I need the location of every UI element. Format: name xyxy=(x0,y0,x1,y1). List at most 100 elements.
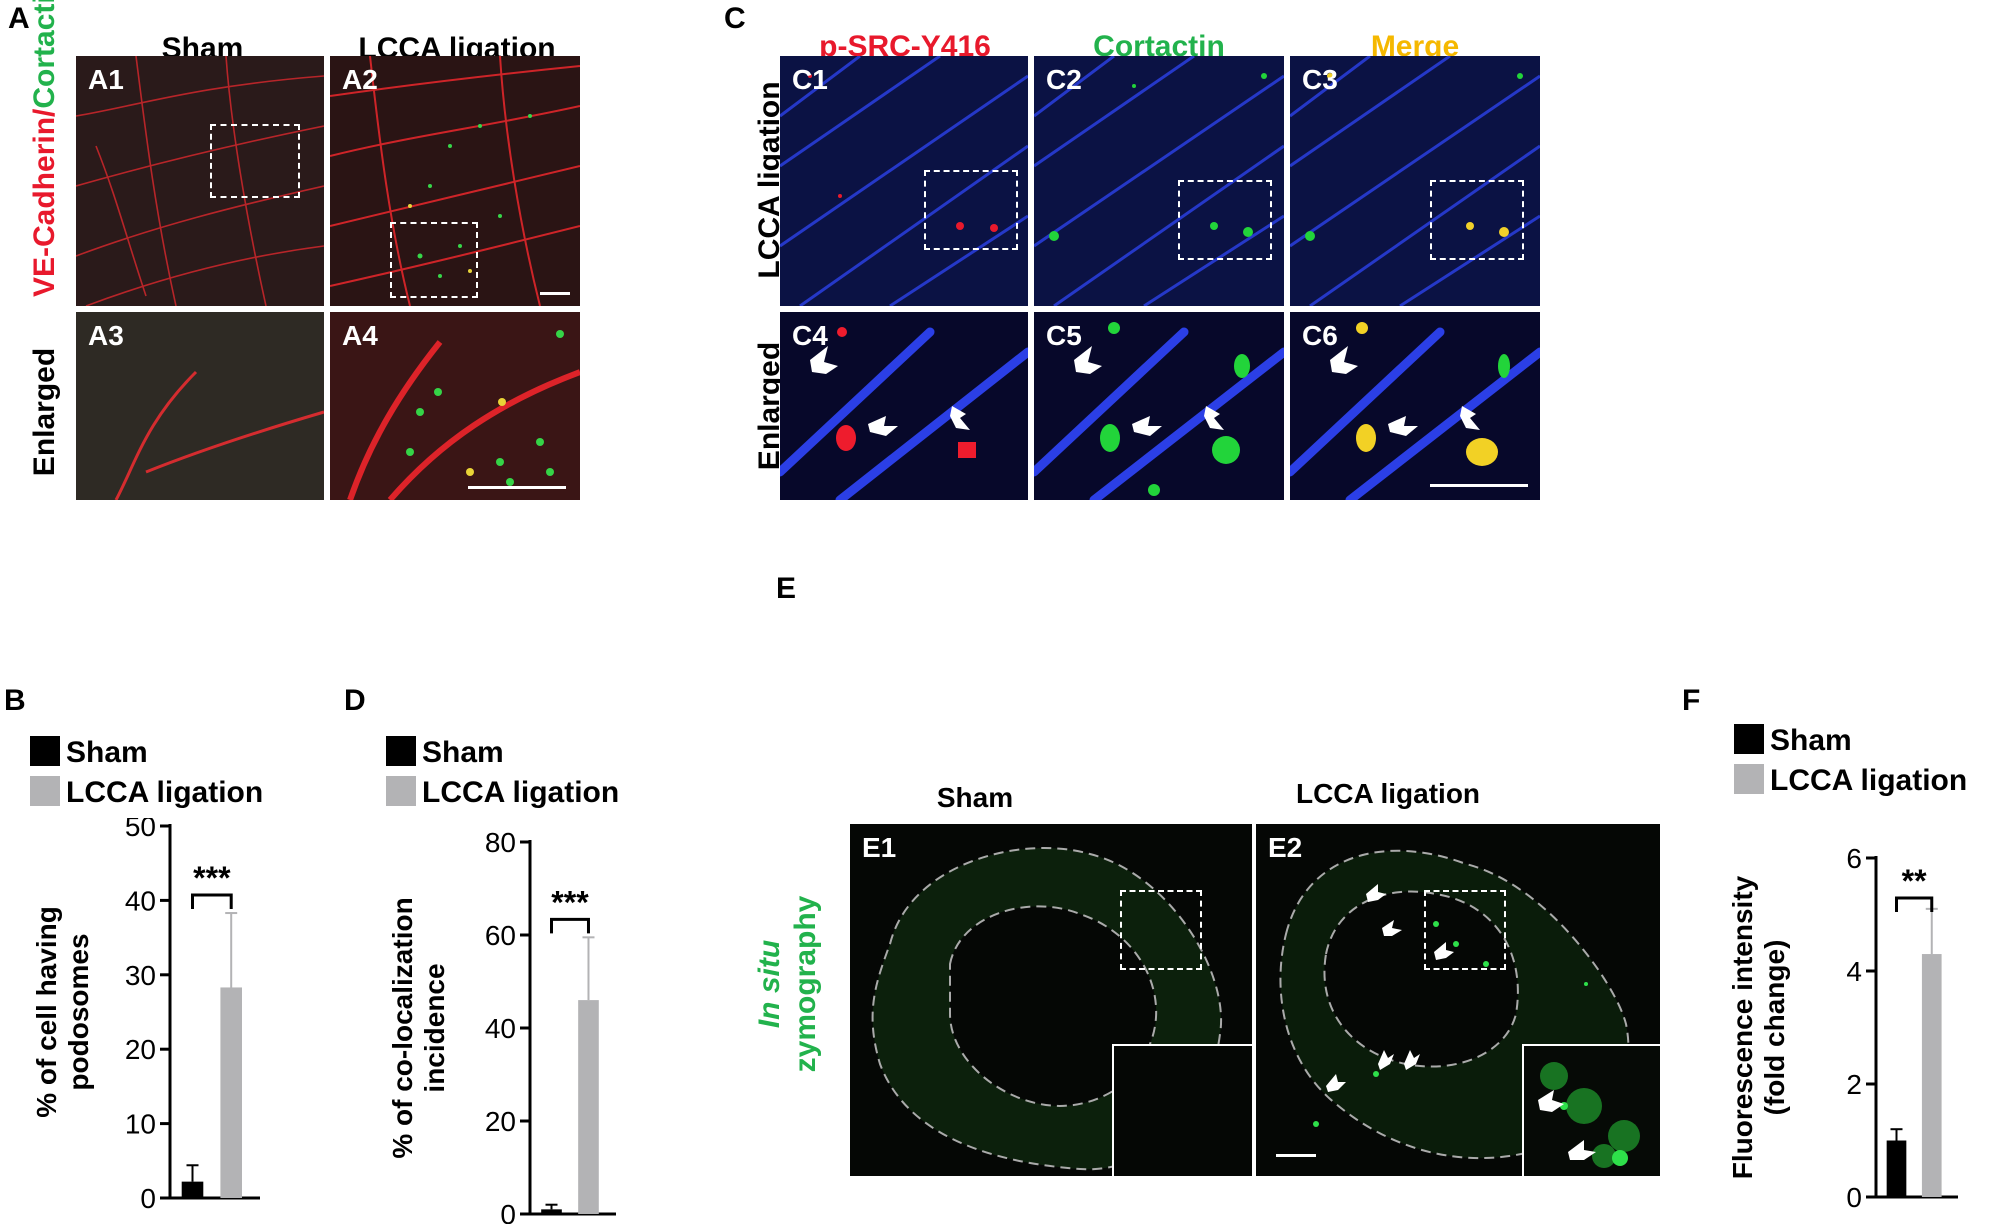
y-tick-label: 30 xyxy=(125,960,156,991)
image-tile-c3: C3 xyxy=(1290,56,1540,306)
legend-swatch xyxy=(30,776,60,806)
bar-lcca xyxy=(220,987,242,1198)
chart-b-legend: Sham LCCA ligation xyxy=(30,736,263,810)
legend-item-sham: Sham xyxy=(1734,724,1967,758)
bar-sham xyxy=(181,1181,204,1198)
tile-label: A3 xyxy=(88,320,124,351)
y-axis-label: (fold change) xyxy=(1759,940,1790,1116)
image-tile-c5: C5 xyxy=(1034,312,1284,500)
tile-label: E1 xyxy=(862,832,897,863)
image-tile-c6: C6 xyxy=(1290,312,1540,500)
legend-label: LCCA ligation xyxy=(422,776,620,809)
legend-label: LCCA ligation xyxy=(66,776,264,809)
y-tick-label: 4 xyxy=(1846,956,1862,987)
panel-label-f: F xyxy=(1682,684,1701,717)
zymography-label: zymography xyxy=(789,895,822,1073)
cortactin-label: Cortactin xyxy=(28,0,61,109)
panel-label-a: A xyxy=(8,2,30,35)
chart-d-legend: Sham LCCA ligation xyxy=(386,736,619,810)
y-axis-label: Fluorescence intensity xyxy=(1727,875,1758,1179)
panel-e-row-label: In situ zymography xyxy=(752,884,828,1084)
tile-label: C5 xyxy=(1046,320,1082,351)
tile-label: C2 xyxy=(1046,64,1082,95)
y-tick-label: 40 xyxy=(485,1013,516,1044)
tile-label: C6 xyxy=(1302,320,1338,351)
panel-e-header-lcca: LCCA ligation xyxy=(1295,778,1481,809)
y-tick-label: 10 xyxy=(125,1109,156,1140)
panel-label-d: D xyxy=(344,684,366,717)
chart-d: % of co-localization incidence 0 20 40 60 80 **… xyxy=(387,830,616,1224)
panel-a-enlarged-label: Enlarged xyxy=(28,347,61,477)
legend-item-sham: Sham xyxy=(386,736,619,770)
y-tick-label: 80 xyxy=(485,830,516,858)
image-tile-a2: A2 xyxy=(330,56,580,306)
significance-bracket xyxy=(550,917,590,934)
panel-label-b: B xyxy=(4,684,26,717)
y-axis-label: % of co-localization xyxy=(387,897,418,1158)
tile-label: A4 xyxy=(342,320,378,351)
y-tick-label: 40 xyxy=(125,885,156,916)
bar-sham xyxy=(1886,1140,1907,1197)
inset-box xyxy=(1424,890,1506,970)
legend-item-lcca: LCCA ligation xyxy=(30,776,263,810)
legend-item-sham: Sham xyxy=(30,736,263,770)
tile-label: E2 xyxy=(1268,832,1303,863)
panel-label-c: C xyxy=(724,2,746,35)
y-tick-label: 60 xyxy=(485,920,516,951)
image-tile-a3: A3 xyxy=(76,312,324,500)
tile-label: C1 xyxy=(792,64,828,95)
scale-bar xyxy=(468,486,566,489)
legend-swatch xyxy=(30,736,60,766)
legend-swatch xyxy=(1734,724,1764,754)
inset-box xyxy=(1430,180,1524,260)
image-tile-c4: C4 xyxy=(780,312,1028,500)
y-tick-label: 0 xyxy=(140,1183,156,1214)
bar-sham xyxy=(541,1209,562,1214)
y-tick-label: 2 xyxy=(1846,1069,1862,1100)
inset-enlarged xyxy=(1522,1044,1660,1176)
scale-bar xyxy=(540,292,570,295)
tile-label: A1 xyxy=(88,64,124,95)
significance-bracket xyxy=(1895,896,1934,912)
inset-enlarged xyxy=(1112,1044,1252,1176)
chart-f-legend: Sham LCCA ligation xyxy=(1734,724,1967,798)
legend-swatch xyxy=(386,776,416,806)
scale-bar xyxy=(1276,1154,1316,1157)
bar-lcca xyxy=(1921,954,1942,1197)
inset-box xyxy=(210,124,300,198)
legend-label: Sham xyxy=(422,736,504,769)
significance-label: *** xyxy=(551,884,589,920)
panel-e-header-sham: Sham xyxy=(936,782,1014,813)
tile-label: A2 xyxy=(342,64,378,95)
legend-label: Sham xyxy=(66,736,148,769)
image-tile-e2: E2 xyxy=(1256,824,1660,1176)
legend-swatch xyxy=(386,736,416,766)
panel-a-row-label: VE-Cadherin/Cortactin xyxy=(25,0,65,297)
ve-cadherin-label: VE-Cadherin/ xyxy=(28,108,61,297)
tile-label: C3 xyxy=(1302,64,1338,95)
inset-box xyxy=(1178,180,1272,260)
scale-bar xyxy=(1430,484,1528,487)
chart-f: Fluorescence intensity (fold change) 0 2 4 6 *… xyxy=(1727,843,1958,1210)
y-tick-label: 20 xyxy=(125,1034,156,1065)
significance-bracket xyxy=(191,893,233,910)
tile-label: C4 xyxy=(792,320,828,351)
y-axis-label: % of cell having xyxy=(31,906,62,1118)
inset-box xyxy=(924,170,1018,250)
y-tick-label: 0 xyxy=(500,1199,516,1224)
legend-label: Sham xyxy=(1770,724,1852,757)
image-tile-a4: A4 xyxy=(330,312,580,500)
legend-item-lcca: LCCA ligation xyxy=(386,776,619,810)
image-tile-c1: C1 xyxy=(780,56,1028,306)
y-axis-label: incidence xyxy=(419,963,450,1092)
legend-item-lcca: LCCA ligation xyxy=(1734,764,1967,798)
legend-swatch xyxy=(1734,764,1764,794)
significance-label: *** xyxy=(193,860,231,896)
y-tick-label: 6 xyxy=(1846,843,1862,874)
panel-label-e: E xyxy=(776,572,797,605)
y-tick-label: 20 xyxy=(485,1106,516,1137)
image-tile-e1: E1 xyxy=(850,824,1252,1176)
y-axis-label: podosomes xyxy=(63,933,94,1090)
chart-b: % of cell having podosomes 0 10 20 30 40 50 *** xyxy=(31,818,260,1214)
in-situ-label: In situ xyxy=(753,939,786,1029)
